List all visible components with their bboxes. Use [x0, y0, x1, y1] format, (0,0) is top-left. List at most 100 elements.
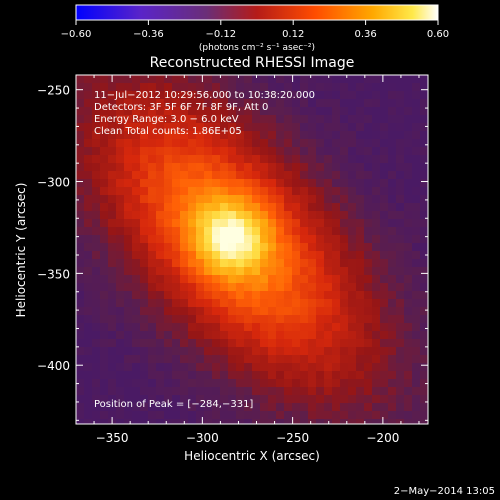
heatmap-cell	[84, 195, 92, 203]
heatmap-cell	[364, 347, 372, 355]
heatmap-cell	[412, 379, 420, 387]
heatmap-cell	[164, 203, 172, 211]
heatmap-cell	[260, 379, 268, 387]
heatmap-cell	[316, 267, 324, 275]
heatmap-cell	[116, 123, 124, 131]
heatmap-cell	[292, 203, 300, 211]
heatmap-cell	[252, 155, 260, 163]
heatmap-cell	[388, 179, 396, 187]
heatmap-cell	[156, 331, 164, 339]
heatmap-cell	[132, 355, 140, 363]
heatmap-cell	[260, 283, 268, 291]
heatmap-cell	[92, 395, 100, 403]
heatmap-cell	[132, 299, 140, 307]
heatmap-cell	[316, 283, 324, 291]
heatmap-cell	[196, 283, 204, 291]
heatmap-cell	[356, 411, 364, 419]
heatmap-cell	[84, 411, 92, 419]
heatmap-cell	[108, 115, 116, 123]
heatmap-cell	[132, 211, 140, 219]
heatmap-cell	[132, 251, 140, 259]
heatmap-cell	[180, 411, 188, 419]
heatmap-cell	[332, 371, 340, 379]
heatmap-cell	[76, 83, 84, 91]
heatmap-cell	[84, 91, 92, 99]
heatmap-cell	[300, 371, 308, 379]
heatmap-cell	[164, 211, 172, 219]
heatmap-cell	[84, 179, 92, 187]
heatmap-cell	[204, 403, 212, 411]
heatmap-cell	[100, 331, 108, 339]
heatmap-cell	[100, 283, 108, 291]
heatmap-cell	[412, 323, 420, 331]
heatmap-cell	[116, 339, 124, 347]
heatmap-cell	[156, 75, 164, 83]
heatmap-cell	[308, 323, 316, 331]
heatmap-cell	[188, 243, 196, 251]
heatmap-cell	[380, 147, 388, 155]
heatmap-cell	[196, 171, 204, 179]
heatmap-cell	[244, 315, 252, 323]
heatmap-cell	[380, 131, 388, 139]
heatmap-cell	[380, 195, 388, 203]
heatmap-cell	[252, 347, 260, 355]
heatmap-cell	[356, 331, 364, 339]
heatmap-cell	[252, 379, 260, 387]
heatmap-cell	[204, 267, 212, 275]
heatmap-cell	[388, 331, 396, 339]
heatmap-cell	[164, 379, 172, 387]
heatmap-cell	[324, 347, 332, 355]
heatmap-cell	[396, 155, 404, 163]
heatmap-cell	[116, 147, 124, 155]
heatmap-cell	[332, 315, 340, 323]
heatmap-cell	[412, 99, 420, 107]
heatmap-cell	[156, 275, 164, 283]
y-tick-label: −250	[37, 84, 70, 98]
heatmap-cell	[420, 299, 428, 307]
heatmap-cell	[220, 267, 228, 275]
heatmap-cell	[196, 179, 204, 187]
heatmap-cell	[164, 227, 172, 235]
heatmap-cell	[148, 355, 156, 363]
heatmap-cell	[148, 155, 156, 163]
heatmap-cell	[220, 155, 228, 163]
heatmap-cell	[284, 203, 292, 211]
heatmap-cell	[236, 235, 244, 243]
heatmap-cell	[180, 371, 188, 379]
heatmap-cell	[212, 347, 220, 355]
heatmap-cell	[172, 83, 180, 91]
heatmap-cell	[156, 203, 164, 211]
heatmap-cell	[356, 291, 364, 299]
heatmap-cell	[260, 315, 268, 323]
heatmap-cell	[132, 387, 140, 395]
heatmap-cell	[324, 123, 332, 131]
heatmap-cell	[92, 139, 100, 147]
heatmap-cell	[348, 307, 356, 315]
heatmap-cell	[396, 203, 404, 211]
heatmap-cell	[292, 235, 300, 243]
heatmap-cell	[372, 131, 380, 139]
heatmap-cell	[308, 267, 316, 275]
heatmap-cell	[76, 387, 84, 395]
heatmap-cell	[380, 419, 388, 424]
heatmap-cell	[276, 403, 284, 411]
heatmap-cell	[188, 235, 196, 243]
heatmap-cell	[244, 187, 252, 195]
heatmap-cell	[172, 163, 180, 171]
heatmap-cell	[180, 331, 188, 339]
heatmap-cell	[148, 299, 156, 307]
heatmap-cell	[252, 123, 260, 131]
heatmap-cell	[212, 107, 220, 115]
heatmap-cell	[220, 411, 228, 419]
heatmap-cell	[380, 363, 388, 371]
heatmap-cell	[388, 251, 396, 259]
heatmap-cell	[276, 123, 284, 131]
heatmap-cell	[116, 307, 124, 315]
heatmap-cell	[180, 227, 188, 235]
heatmap-cell	[372, 267, 380, 275]
heatmap-cell	[244, 331, 252, 339]
heatmap-cell	[196, 75, 204, 83]
heatmap-cell	[180, 403, 188, 411]
heatmap-cell	[156, 339, 164, 347]
heatmap-cell	[340, 283, 348, 291]
